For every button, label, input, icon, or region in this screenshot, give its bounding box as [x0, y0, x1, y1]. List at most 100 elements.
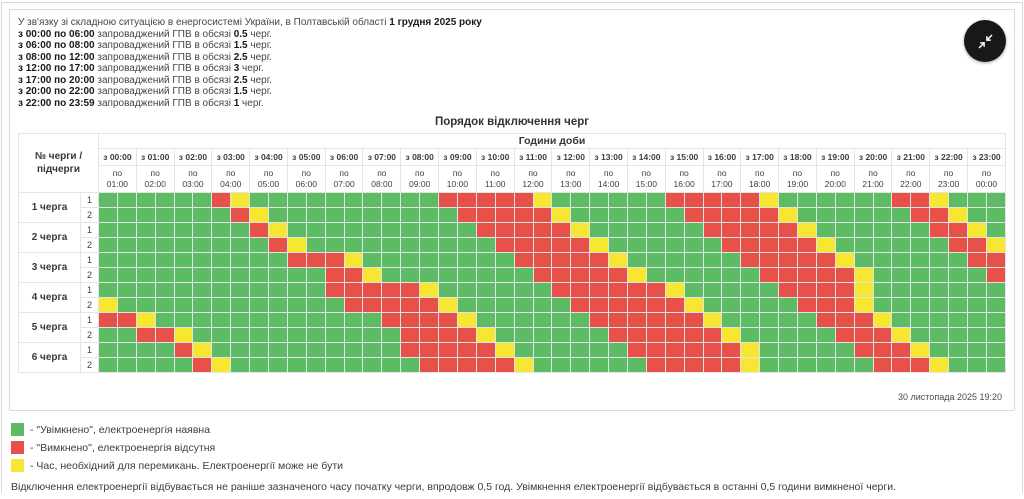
grid-cell: [173, 252, 194, 268]
grid-cell: [456, 312, 477, 328]
hour-from-header: з 09:00: [438, 148, 477, 166]
grid-cell: [343, 222, 364, 238]
grid-cell: [324, 327, 345, 343]
grid-cell: [154, 252, 175, 268]
grid-cell: [872, 222, 893, 238]
grid-cell: [532, 342, 553, 358]
grid-cell: [135, 357, 156, 373]
grid-cell: [796, 327, 817, 343]
grid-cell: [589, 207, 610, 223]
grid-cell: [249, 237, 270, 253]
grid-cell: [645, 357, 666, 373]
intro-line: з 08:00 по 12:00 запроваджений ГПВ в обс…: [18, 51, 272, 63]
grid-cell: [192, 342, 213, 358]
grid-cell: [570, 237, 591, 253]
grid-cell: [834, 252, 855, 268]
grid-cell: [589, 342, 610, 358]
grid-cell: [135, 237, 156, 253]
grid-cell: [98, 342, 118, 358]
grid-cell: [343, 342, 364, 358]
grid-cell: [778, 297, 798, 313]
grid-cell: [116, 327, 137, 343]
grid-cell: [985, 282, 1007, 298]
grid-cell: [154, 297, 175, 313]
grid-cell: [966, 207, 987, 223]
grid-cell: [551, 297, 572, 313]
hour-from-header: з 11:00: [513, 148, 553, 166]
grid-cell: [759, 267, 780, 283]
grid-cell: [796, 222, 817, 238]
hour-to-header: по 04:00: [211, 165, 251, 193]
table-row: 5 черга 1: [18, 312, 1007, 343]
grid-cell: [872, 297, 893, 313]
grid-cell: [475, 327, 496, 343]
grid-cell: [286, 207, 307, 223]
grid-cell: [494, 252, 515, 268]
grid-cell: [362, 282, 383, 298]
grid-cell: [872, 252, 893, 268]
grid-cell: [173, 342, 194, 358]
grid-cell: [324, 312, 345, 328]
grid-cell: [910, 222, 931, 238]
grid-cell: [910, 327, 931, 343]
grid-cell: [834, 267, 855, 283]
grid-cell: [702, 267, 723, 283]
grid-cell: [929, 312, 950, 328]
subqueue-label: 2: [79, 207, 100, 223]
grid-cell: [966, 267, 987, 283]
grid-cell: [683, 222, 704, 238]
grid-cell: [608, 207, 628, 223]
subqueue-label: 1: [79, 342, 100, 358]
grid-cell: [589, 357, 610, 373]
grid-cell: [796, 207, 817, 223]
hour-to-header: по 09:00: [400, 165, 440, 193]
grid-cell: [645, 342, 666, 358]
grid-cell: [853, 192, 874, 208]
legend-swatch: [11, 423, 24, 436]
collapse-button[interactable]: [964, 20, 1006, 62]
grid-cell: [98, 237, 118, 253]
grid-cell: [135, 342, 156, 358]
grid-cell: [475, 297, 496, 313]
grid-cell: [438, 327, 458, 343]
grid-cell: [778, 207, 798, 223]
grid-cell: [154, 327, 175, 343]
grid-cell: [192, 237, 213, 253]
grid-cell: [966, 357, 987, 373]
grid-cell: [268, 207, 288, 223]
footnote: Відключення електроенергії відбувається …: [11, 481, 896, 493]
grid-cell: [305, 297, 326, 313]
grid-cell: [362, 357, 383, 373]
grid-cell: [230, 222, 251, 238]
grid-cell: [475, 312, 496, 328]
grid-cell: [589, 192, 610, 208]
grid-cell: [740, 357, 761, 373]
grid-cell: [249, 222, 270, 238]
grid-cell: [98, 357, 118, 373]
grid-cell: [740, 192, 761, 208]
grid-cell: [513, 327, 534, 343]
grid-cell: [343, 267, 364, 283]
hour-from-header: з 20:00: [853, 148, 893, 166]
grid-cell: [419, 237, 440, 253]
grid-cell: [532, 312, 553, 328]
grid-cell: [645, 192, 666, 208]
grid-cell: [192, 312, 213, 328]
grid-cell: [438, 342, 458, 358]
grid-cell: [910, 342, 931, 358]
grid-cell: [626, 312, 647, 328]
grid-cell: [778, 237, 798, 253]
grid-cell: [778, 357, 798, 373]
grid-cell: [192, 282, 213, 298]
grid-cell: [948, 207, 968, 223]
grid-cell: [796, 297, 817, 313]
grid-cell: [721, 282, 742, 298]
grid-cell: [286, 267, 307, 283]
grid-cell: [834, 312, 855, 328]
grid-cell: [702, 282, 723, 298]
grid-cell: [192, 207, 213, 223]
grid-cell: [419, 312, 440, 328]
grid-cell: [419, 252, 440, 268]
legend-label: - Час, необхідний для перемикань. Електр…: [30, 459, 344, 472]
grid-cell: [419, 282, 440, 298]
